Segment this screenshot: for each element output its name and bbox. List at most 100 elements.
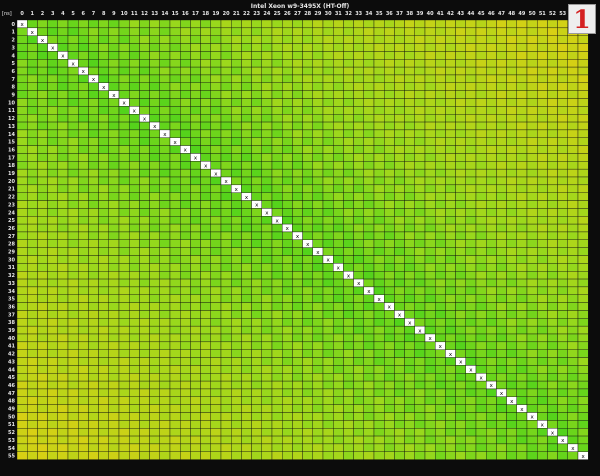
heatmap-cell [424, 176, 436, 186]
heatmap-cell [190, 271, 201, 280]
heatmap-cell [230, 349, 242, 358]
heatmap-cell [98, 357, 109, 366]
heatmap-cell [118, 357, 130, 366]
heatmap-cell [363, 325, 375, 335]
heatmap-cell [445, 113, 456, 123]
heatmap-cell [353, 51, 365, 60]
heatmap-cell [404, 247, 416, 256]
heatmap-cell [210, 451, 222, 460]
heatmap-cell [241, 294, 252, 303]
heatmap-cell [322, 27, 334, 36]
heatmap-cell [88, 231, 99, 240]
heatmap-cell [363, 404, 375, 413]
heatmap-cell [271, 66, 283, 76]
heatmap-cell [455, 27, 467, 36]
heatmap-cell [169, 333, 181, 343]
heatmap-cell [261, 35, 273, 44]
heatmap-cell [343, 286, 354, 295]
heatmap-cell [37, 341, 48, 350]
heatmap-cell [424, 349, 436, 358]
heatmap-cell [251, 35, 263, 44]
heatmap-cell [210, 19, 222, 29]
heatmap-cell [77, 129, 89, 138]
heatmap-cell [394, 216, 405, 225]
heatmap-cell [373, 428, 385, 437]
row-header: 32 [8, 273, 15, 279]
heatmap-cell [67, 176, 79, 186]
heatmap-cell [118, 216, 130, 225]
heatmap-cell [271, 412, 283, 421]
heatmap-cell [343, 357, 354, 366]
heatmap-cell [230, 263, 242, 272]
heatmap-cell [414, 98, 426, 107]
heatmap-cell [465, 121, 477, 131]
heatmap-cell [169, 19, 181, 29]
heatmap-cell [230, 239, 242, 248]
heatmap-cell [47, 294, 58, 303]
heatmap-cell [547, 365, 558, 374]
heatmap-cell [414, 404, 426, 413]
column-header: 4 [61, 11, 65, 17]
heatmap-cell [27, 263, 38, 272]
heatmap-cell [292, 192, 303, 201]
heatmap-cell [159, 82, 171, 91]
heatmap-cell [47, 325, 58, 335]
heatmap-cell [445, 294, 456, 303]
heatmap-cell [557, 365, 568, 374]
heatmap-cell [108, 192, 120, 201]
heatmap-cell [516, 310, 528, 319]
heatmap-cell [169, 255, 181, 264]
heatmap-cell [27, 278, 38, 288]
heatmap-cell [557, 27, 568, 36]
heatmap-cell [445, 263, 456, 272]
diagonal-mark: x [347, 273, 351, 279]
heatmap-cell [179, 27, 191, 36]
heatmap-cell [312, 341, 324, 350]
heatmap-cell [577, 255, 589, 264]
heatmap-cell [169, 247, 181, 256]
heatmap-cell [424, 208, 436, 217]
heatmap-cell [333, 121, 344, 131]
heatmap-cell [282, 66, 293, 76]
heatmap-cell [77, 271, 89, 280]
heatmap-cell [363, 208, 375, 217]
heatmap-cell [547, 145, 558, 154]
heatmap-cell [16, 278, 28, 288]
heatmap-cell [465, 341, 477, 350]
heatmap-cell [67, 168, 79, 178]
heatmap-cell [475, 145, 487, 154]
heatmap-cell [282, 239, 293, 248]
heatmap-cell [465, 90, 477, 99]
heatmap-cell [139, 216, 150, 225]
heatmap-cell [496, 396, 507, 405]
heatmap-cell [88, 137, 99, 146]
heatmap-cell [343, 98, 354, 107]
heatmap-cell [98, 35, 109, 44]
heatmap-cell [312, 451, 324, 460]
heatmap-cell [577, 247, 589, 256]
heatmap-cell [261, 74, 273, 83]
heatmap-cell [363, 451, 375, 460]
row-header: 23 [8, 202, 15, 208]
heatmap-cell [67, 137, 79, 146]
heatmap-cell [343, 51, 354, 60]
heatmap-cell [139, 176, 150, 186]
heatmap-cell [435, 184, 446, 193]
heatmap-cell [139, 161, 150, 170]
heatmap-cell [404, 27, 416, 36]
column-header: 28 [304, 11, 311, 17]
heatmap-cell [77, 168, 89, 178]
heatmap-cell [230, 420, 242, 429]
heatmap-cell [241, 278, 252, 288]
heatmap-cell [557, 404, 568, 413]
heatmap-cell [139, 51, 150, 60]
heatmap-cell [322, 396, 334, 405]
heatmap-cell [302, 404, 314, 413]
heatmap-cell [149, 278, 161, 288]
heatmap-cell [139, 82, 150, 91]
heatmap-cell [77, 184, 89, 193]
heatmap-cell [271, 294, 283, 303]
heatmap-cell [475, 137, 487, 146]
heatmap-cell [343, 435, 354, 445]
heatmap-cell [77, 365, 89, 374]
